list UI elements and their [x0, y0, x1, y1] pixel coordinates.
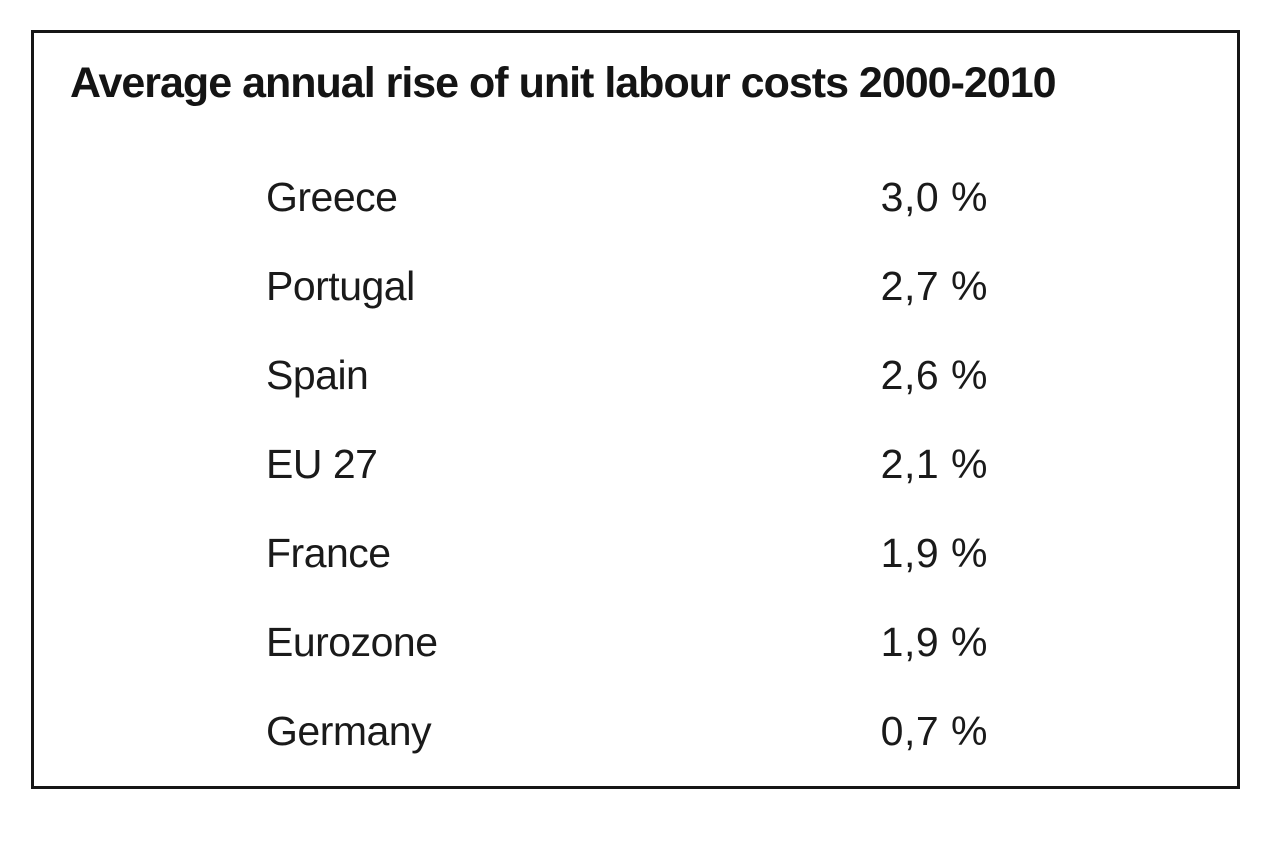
- percent-value: 2,1 %: [880, 441, 988, 487]
- percent-value: 2,7 %: [880, 263, 988, 309]
- table-row: Portugal 2,7 %: [266, 242, 988, 331]
- table-border-frame: Average annual rise of unit labour costs…: [31, 30, 1240, 789]
- percent-value: 1,9 %: [880, 619, 988, 665]
- country-label: France: [266, 530, 391, 576]
- percent-value: 1,9 %: [880, 530, 988, 576]
- percent-value: 0,7 %: [880, 708, 988, 754]
- percent-value: 2,6 %: [880, 352, 988, 398]
- country-label: Germany: [266, 708, 432, 754]
- country-label: Eurozone: [266, 619, 438, 665]
- country-label: Portugal: [266, 263, 415, 309]
- table-row: Greece 3,0 %: [266, 153, 988, 242]
- country-label: Greece: [266, 174, 398, 220]
- country-label: Spain: [266, 352, 369, 398]
- percent-value: 3,0 %: [880, 174, 988, 220]
- table-row: Spain 2,6 %: [266, 331, 988, 420]
- table-rows: Greece 3,0 % Portugal 2,7 % Spain 2,6 % …: [266, 153, 988, 776]
- country-label: EU 27: [266, 441, 378, 487]
- table-title: Average annual rise of unit labour costs…: [70, 59, 1057, 107]
- table-row: Eurozone 1,9 %: [266, 598, 988, 687]
- table-row: France 1,9 %: [266, 509, 988, 598]
- table-row: EU 27 2,1 %: [266, 420, 988, 509]
- table-row: Germany 0,7 %: [266, 687, 988, 776]
